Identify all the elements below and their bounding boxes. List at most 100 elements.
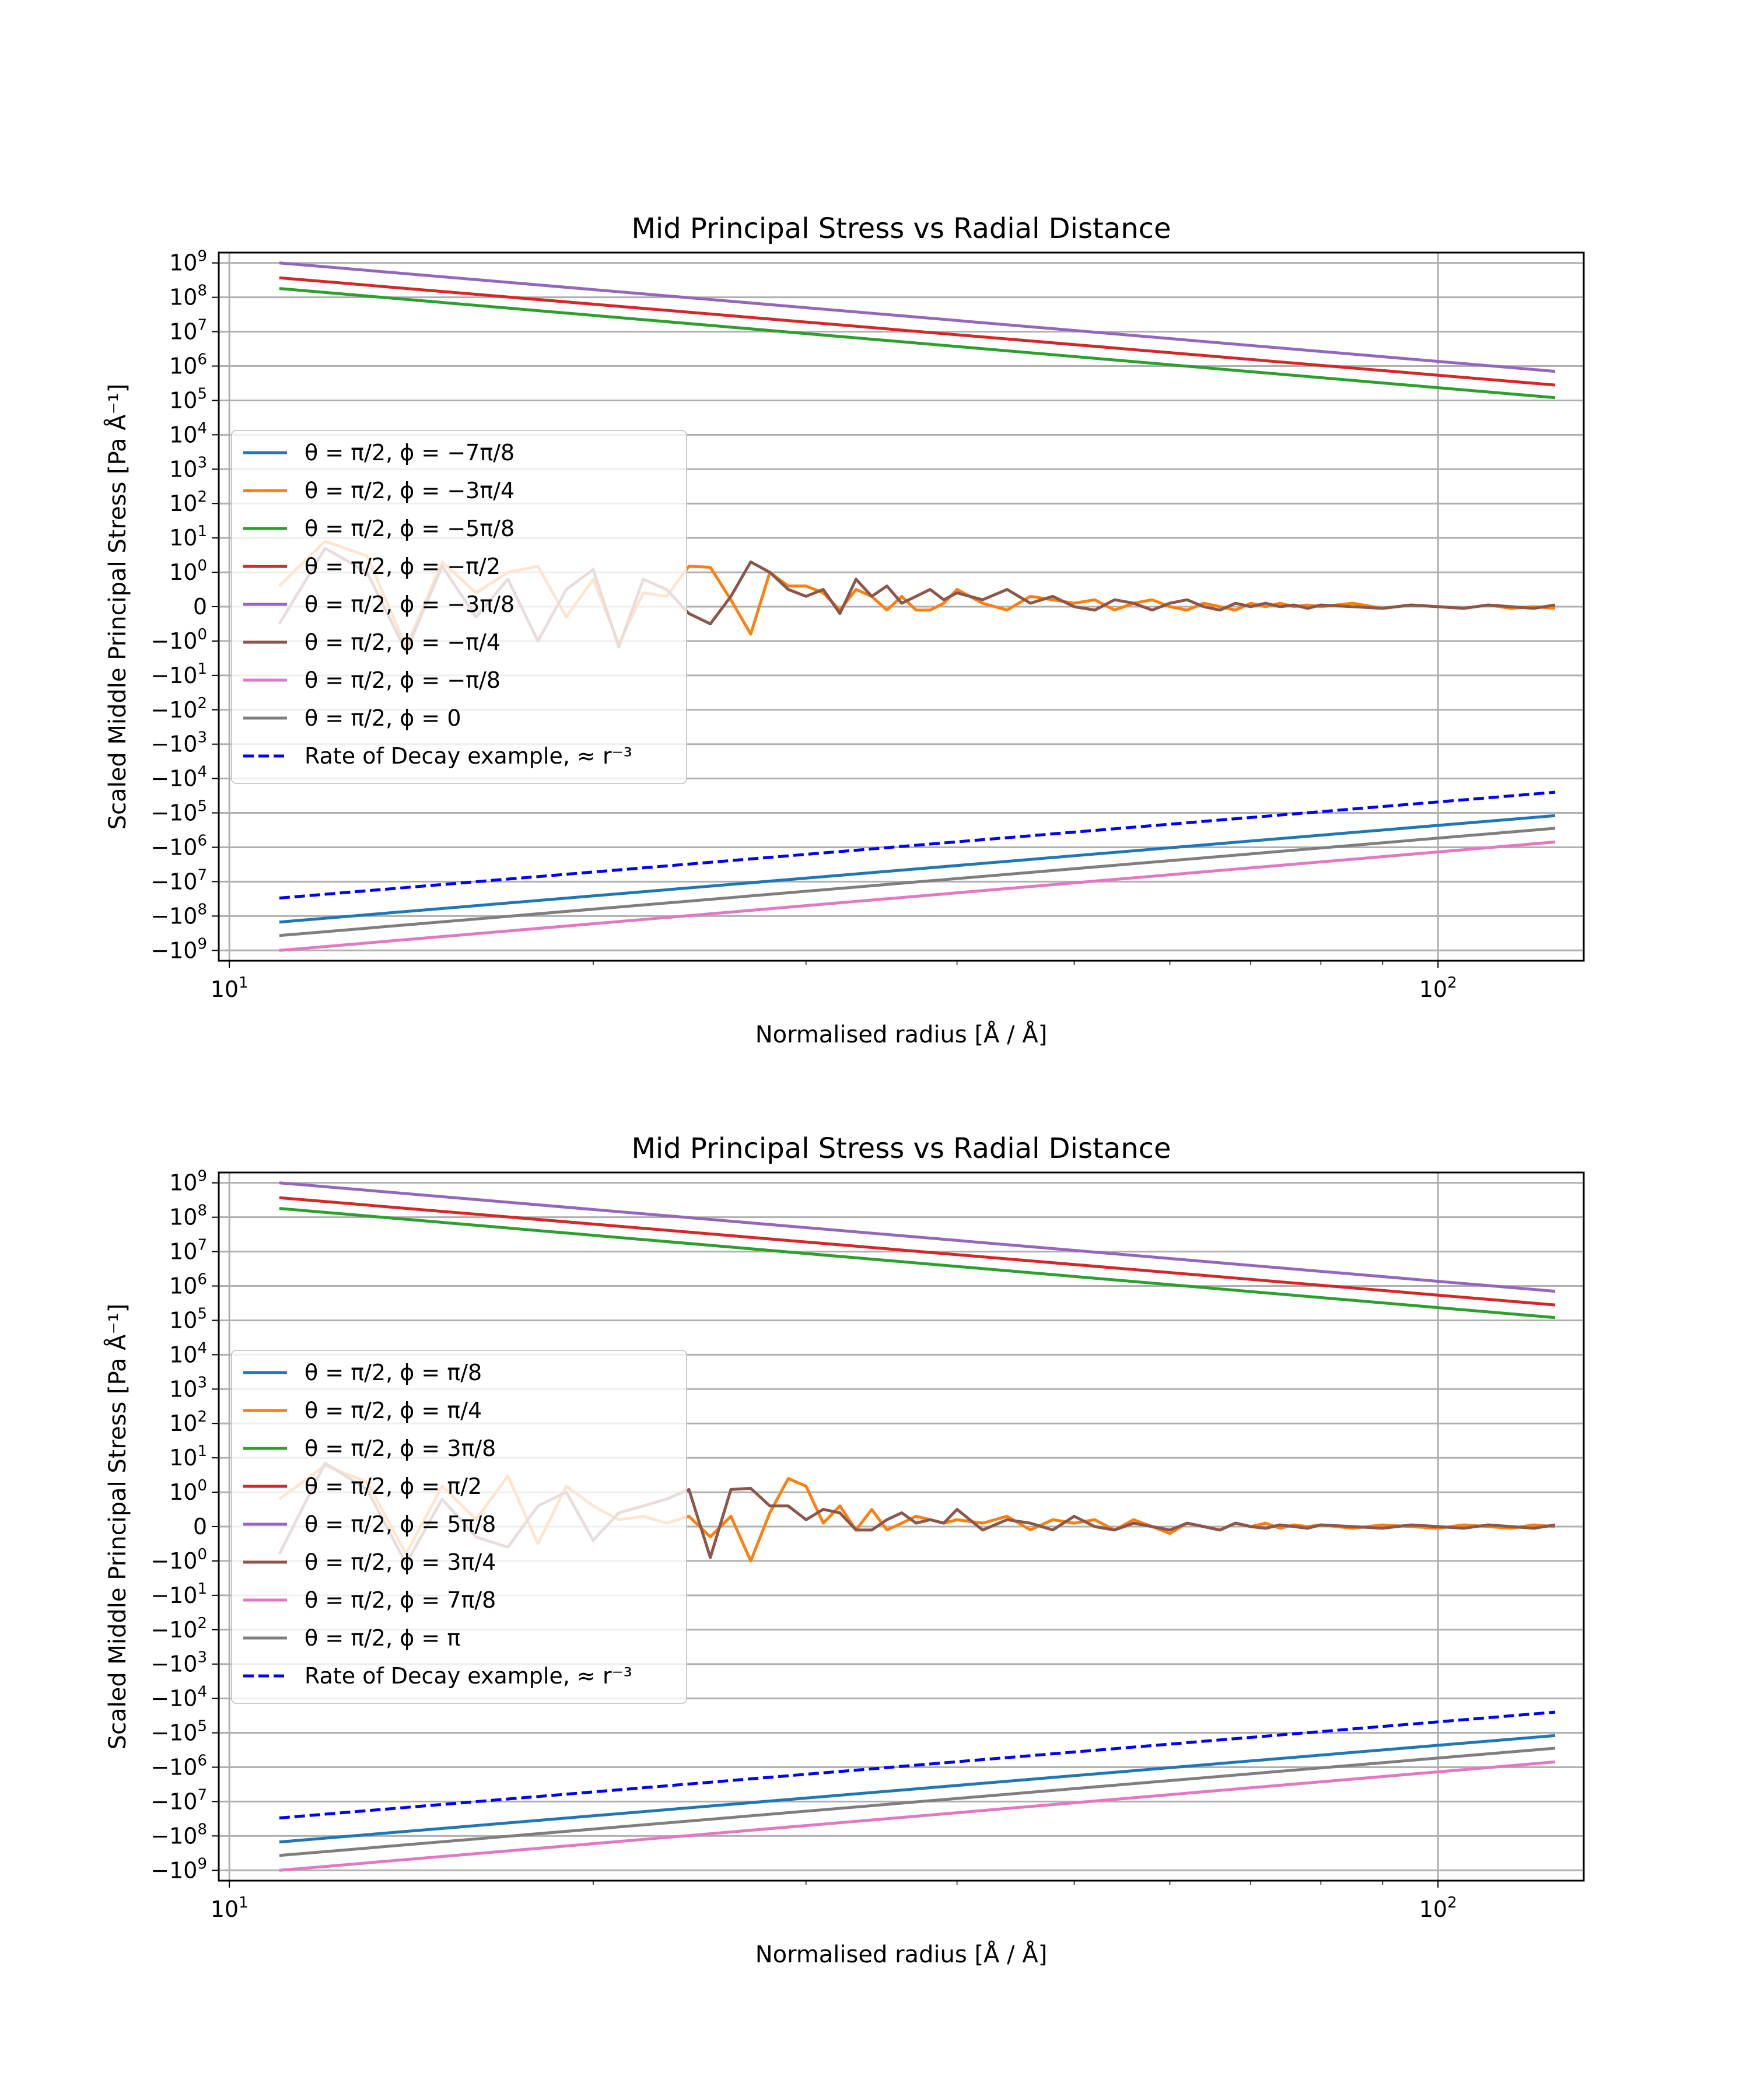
y-tick-label: 108 bbox=[169, 1202, 207, 1230]
y-tick-label-base: −10 bbox=[150, 903, 197, 929]
series-line bbox=[279, 261, 1556, 373]
series-line bbox=[279, 814, 1556, 924]
y-tick-label-exp: 8 bbox=[197, 901, 207, 918]
y-tick-label-exp: 4 bbox=[197, 419, 207, 437]
legend-label: θ = π/2, ϕ = π/8 bbox=[304, 1360, 482, 1385]
y-tick-label-base: 10 bbox=[169, 354, 197, 379]
y-tick-label-exp: 6 bbox=[197, 1752, 207, 1769]
y-tick-label-base: −10 bbox=[150, 1857, 197, 1883]
y-tick-label: 104 bbox=[169, 419, 207, 447]
y-tick-label: 100 bbox=[169, 557, 207, 585]
legend-label: θ = π/2, ϕ = 0 bbox=[304, 705, 461, 731]
y-tick-label-exp: 8 bbox=[197, 1821, 207, 1838]
series-line bbox=[279, 1760, 1556, 1872]
x-tick-label-base: 10 bbox=[211, 977, 239, 1002]
y-tick-label-base: 10 bbox=[169, 1307, 197, 1333]
y-tick-label: −109 bbox=[150, 1855, 207, 1883]
y-tick-label-exp: 6 bbox=[197, 1271, 207, 1289]
y-tick-label: −100 bbox=[150, 1546, 207, 1574]
series-line bbox=[279, 1710, 1556, 1819]
y-tick-label: −108 bbox=[150, 1821, 207, 1849]
y-tick-label: −101 bbox=[150, 1580, 207, 1608]
y-tick-label-exp: 6 bbox=[197, 351, 207, 369]
y-axis-label: Scaled Middle Principal Stress [Pa Å⁻¹] bbox=[103, 384, 131, 830]
y-tick-label-exp: 2 bbox=[197, 1408, 207, 1426]
y-tick-label: −101 bbox=[150, 660, 207, 688]
y-tick-label-base: −10 bbox=[150, 834, 197, 860]
y-tick-label-exp: 5 bbox=[197, 1718, 207, 1735]
y-tick-label-base: −10 bbox=[150, 1548, 197, 1574]
y-tick-label: −103 bbox=[150, 729, 207, 757]
y-tick-label-exp: 7 bbox=[197, 317, 207, 334]
chart-2: 1091081071061051041031021011000−100−101−… bbox=[103, 1132, 1585, 1968]
y-tick-label-base: 0 bbox=[193, 594, 207, 620]
y-tick-label: −102 bbox=[150, 1615, 207, 1643]
y-tick-label-base: −10 bbox=[150, 697, 197, 723]
legend-label: θ = π/2, ϕ = π/4 bbox=[304, 1398, 482, 1423]
y-tick-label-base: −10 bbox=[150, 732, 197, 757]
y-tick-label-base: 10 bbox=[169, 1205, 197, 1230]
y-tick-label-base: −10 bbox=[150, 1823, 197, 1849]
y-tick-label: −106 bbox=[150, 832, 207, 860]
legend-label: θ = π/2, ϕ = 3π/4 bbox=[304, 1549, 496, 1575]
series-line bbox=[279, 827, 1556, 937]
y-tick-label: −107 bbox=[150, 866, 207, 894]
plot-frame bbox=[218, 251, 1585, 962]
y-tick-label-exp: 3 bbox=[197, 1374, 207, 1391]
series-line bbox=[279, 287, 1556, 400]
y-tick-label: −107 bbox=[150, 1786, 207, 1814]
y-tick-label: −102 bbox=[150, 695, 207, 723]
y-tick-label-base: −10 bbox=[150, 1583, 197, 1608]
series-line bbox=[279, 276, 1556, 387]
y-tick-label-exp: 6 bbox=[197, 832, 207, 849]
y-tick-label-base: −10 bbox=[150, 628, 197, 654]
x-tick-label-exp: 1 bbox=[239, 974, 249, 992]
legend-label: θ = π/2, ϕ = −5π/8 bbox=[304, 516, 514, 541]
y-tick-label: 105 bbox=[169, 1305, 207, 1333]
series-line bbox=[279, 1734, 1556, 1844]
x-tick-label: 102 bbox=[1419, 974, 1457, 1002]
y-tick-label-exp: 5 bbox=[197, 385, 207, 402]
series-line bbox=[279, 790, 1556, 900]
legend-label: θ = π/2, ϕ = −7π/8 bbox=[304, 440, 514, 466]
y-tick-label-base: 10 bbox=[169, 1239, 197, 1265]
y-tick-label-exp: 5 bbox=[197, 1305, 207, 1322]
y-tick-label-exp: 3 bbox=[197, 1649, 207, 1667]
legend-label: θ = π/2, ϕ = −π/2 bbox=[304, 554, 501, 579]
y-tick-label-base: −10 bbox=[150, 1788, 197, 1814]
legend-label: θ = π/2, ϕ = −π/4 bbox=[304, 629, 501, 655]
y-tick-label-exp: 9 bbox=[197, 935, 207, 953]
chart-title: Mid Principal Stress vs Radial Distance bbox=[631, 212, 1171, 245]
legend-label: θ = π/2, ϕ = 7π/8 bbox=[304, 1587, 496, 1613]
y-tick-label: 0 bbox=[193, 1514, 207, 1539]
y-tick-label-exp: 4 bbox=[197, 1339, 207, 1357]
y-tick-label-exp: 3 bbox=[197, 454, 207, 471]
y-tick-label-exp: 1 bbox=[197, 660, 207, 678]
y-tick-label-exp: 2 bbox=[197, 1615, 207, 1632]
y-tick-label-exp: 4 bbox=[197, 1684, 207, 1701]
y-tick-label-base: −10 bbox=[150, 1686, 197, 1712]
legend-label: θ = π/2, ϕ = −3π/4 bbox=[304, 478, 514, 503]
x-axis-label: Normalised radius [Å / Å] bbox=[755, 1940, 1048, 1968]
x-tick-label-base: 10 bbox=[211, 1896, 239, 1922]
legend-label: θ = π/2, ϕ = 3π/8 bbox=[304, 1436, 496, 1461]
y-tick-label-base: 10 bbox=[169, 456, 197, 482]
y-tick-label-exp: 7 bbox=[197, 1786, 207, 1804]
series-line bbox=[279, 1196, 1556, 1307]
series-line bbox=[279, 1207, 1556, 1320]
chart-title: Mid Principal Stress vs Radial Distance bbox=[631, 1132, 1171, 1165]
y-tick-label: −100 bbox=[150, 626, 207, 654]
y-tick-label-exp: 7 bbox=[197, 866, 207, 884]
y-tick-label: 105 bbox=[169, 385, 207, 413]
y-tick-label-exp: 8 bbox=[197, 1202, 207, 1220]
y-tick-label-base: 10 bbox=[169, 387, 197, 413]
y-tick-label-exp: 0 bbox=[197, 1477, 207, 1494]
y-tick-label-base: 10 bbox=[169, 1376, 197, 1402]
y-tick-label: 108 bbox=[169, 282, 207, 310]
y-tick-label-base: 10 bbox=[169, 1410, 197, 1436]
y-tick-label-base: 10 bbox=[169, 285, 197, 310]
y-tick-label: 109 bbox=[169, 248, 207, 276]
y-tick-label-exp: 1 bbox=[197, 1580, 207, 1598]
y-tick-label: 107 bbox=[169, 1237, 207, 1265]
